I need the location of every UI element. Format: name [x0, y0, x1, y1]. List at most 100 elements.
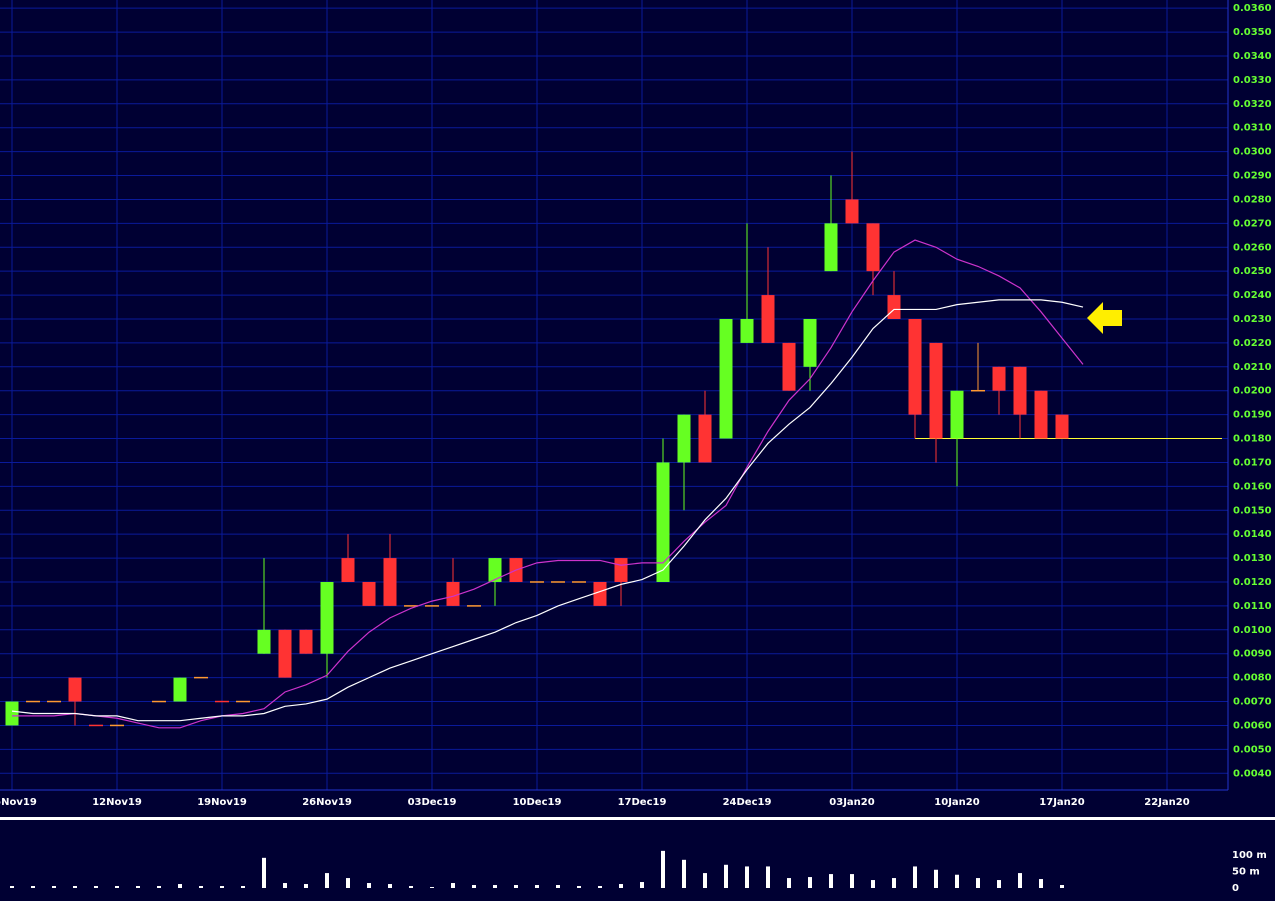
- candle-body: [383, 558, 397, 606]
- candle-body: [929, 342, 943, 439]
- y-tick-label: 0.0210: [1233, 362, 1272, 373]
- candle-body: [341, 558, 355, 582]
- volume-bar: [976, 878, 980, 888]
- y-tick-label: 0.0130: [1233, 553, 1272, 564]
- y-tick-label: 0.0340: [1233, 51, 1272, 62]
- y-tick-label: 0.0310: [1233, 123, 1272, 134]
- volume-bar: [913, 866, 917, 888]
- candle-body: [824, 223, 838, 272]
- y-tick-label: 0.0040: [1233, 768, 1272, 779]
- candle-body: [1034, 390, 1048, 439]
- y-tick-label: 0.0320: [1233, 99, 1272, 110]
- volume-bar: [997, 880, 1001, 888]
- x-tick-label: 17Jan20: [1039, 797, 1084, 808]
- candle-body: [320, 581, 334, 654]
- panel-divider: [0, 817, 1275, 820]
- volume-bar: [766, 866, 770, 888]
- y-tick-label: 0.0230: [1233, 314, 1272, 325]
- candle-body: [782, 342, 796, 391]
- volume-bar: [556, 885, 560, 888]
- candle-body: [299, 629, 313, 654]
- volume-bar: [220, 886, 224, 888]
- volume-tick-label: 50 m: [1232, 866, 1260, 877]
- candle-body: [614, 558, 628, 582]
- volume-bar: [619, 884, 623, 888]
- volume-bar: [94, 886, 98, 888]
- y-tick-label: 0.0180: [1233, 434, 1272, 445]
- y-tick-label: 0.0140: [1233, 529, 1272, 540]
- candle-body: [1055, 414, 1069, 439]
- volume-bar: [325, 873, 329, 888]
- volume-bar: [241, 886, 245, 888]
- volume-bar: [388, 884, 392, 888]
- volume-bar: [892, 878, 896, 888]
- candle-body: [677, 414, 691, 463]
- y-tick-label: 0.0050: [1233, 744, 1272, 755]
- y-tick-label: 0.0260: [1233, 242, 1272, 253]
- y-tick-label: 0.0150: [1233, 505, 1272, 516]
- arrow: [1087, 302, 1122, 334]
- candle-body: [887, 295, 901, 319]
- candle-body: [257, 629, 271, 654]
- y-tick-label: 0.0240: [1233, 290, 1272, 301]
- y-tick-label: 0.0200: [1233, 386, 1272, 397]
- grid: [0, 0, 1228, 790]
- volume-bar: [598, 886, 602, 888]
- volume-bar: [304, 884, 308, 888]
- volume-bar: [514, 885, 518, 888]
- x-tick-label: 17Dec19: [618, 797, 667, 808]
- y-tick-label: 0.0220: [1233, 338, 1272, 349]
- x-tick-label: 10Jan20: [934, 797, 979, 808]
- volume-bar: [640, 882, 644, 888]
- volume-bar: [493, 885, 497, 888]
- candle-body: [698, 414, 712, 463]
- volume-bar: [157, 886, 161, 888]
- x-tick-label: 10Dec19: [513, 797, 562, 808]
- volume-bar: [262, 857, 266, 888]
- x-tick-label: 26Nov19: [302, 797, 352, 808]
- y-tick-label: 0.0160: [1233, 481, 1272, 492]
- plot: [5, 151, 1222, 729]
- volume-bar: [367, 883, 371, 888]
- y-tick-label: 0.0120: [1233, 577, 1272, 588]
- candle-body: [866, 223, 880, 272]
- candle-body: [362, 581, 376, 606]
- volume-bar: [703, 873, 707, 888]
- volume-bar: [73, 886, 77, 888]
- candle-body: [908, 318, 922, 415]
- y-tick-label: 0.0090: [1233, 649, 1272, 660]
- x-tick-label: 24Dec19: [723, 797, 772, 808]
- volume-bar: [31, 886, 35, 888]
- y-tick-label: 0.0350: [1233, 27, 1272, 38]
- candle-body: [68, 677, 82, 702]
- volume-bar: [472, 885, 476, 888]
- volume-tick-label: 0: [1232, 883, 1239, 894]
- y-tick-label: 0.0300: [1233, 147, 1272, 158]
- volume-bar: [955, 874, 959, 888]
- x-tick-label: 12Nov19: [92, 797, 142, 808]
- x-tick-label: 03Jan20: [829, 797, 874, 808]
- volume-bar: [178, 884, 182, 888]
- candle-body: [719, 318, 733, 439]
- volume-bar: [283, 883, 287, 888]
- candle-body: [803, 318, 817, 367]
- y-tick-label: 0.0330: [1233, 75, 1272, 86]
- volume-bar: [451, 883, 455, 888]
- candle-body: [5, 701, 19, 726]
- volume-bar: [682, 859, 686, 888]
- volume-bar: [829, 874, 833, 888]
- y-tick-label: 0.0170: [1233, 457, 1272, 468]
- y-tick-label: 0.0360: [1233, 3, 1272, 14]
- candle-body: [173, 677, 187, 702]
- y-tick-label: 0.0080: [1233, 673, 1272, 684]
- moving-average: [12, 239, 1084, 729]
- x-tick-label: 19Nov19: [197, 797, 247, 808]
- volume-bar: [787, 878, 791, 888]
- volume-bar: [136, 886, 140, 888]
- y-tick-label: 0.0060: [1233, 720, 1272, 731]
- volume-bar: [52, 886, 56, 888]
- volume-bar: [745, 866, 749, 888]
- volume-bar: [724, 864, 728, 888]
